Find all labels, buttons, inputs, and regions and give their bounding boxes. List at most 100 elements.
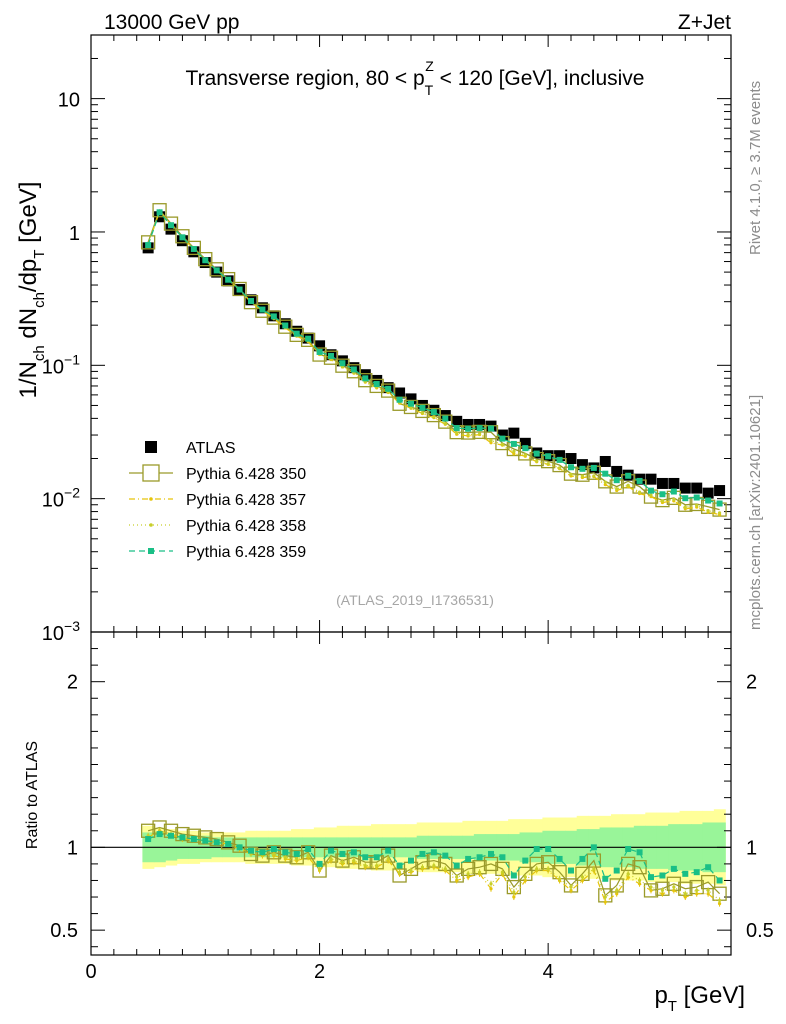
ratio-series-point bbox=[259, 849, 266, 856]
ratio-series-point bbox=[179, 834, 186, 841]
series-point bbox=[603, 483, 607, 487]
series-point bbox=[716, 500, 723, 507]
series-point bbox=[248, 297, 254, 304]
series-point bbox=[592, 474, 596, 478]
atlas-point bbox=[645, 473, 657, 485]
atlas-point bbox=[554, 450, 566, 462]
ratio-series-point bbox=[396, 862, 403, 869]
y-tick-label: 10 bbox=[58, 90, 80, 112]
series-line bbox=[147, 208, 720, 511]
ratio-series-point bbox=[363, 863, 367, 868]
series-point bbox=[432, 415, 436, 419]
series-point bbox=[579, 465, 586, 472]
series-point bbox=[557, 466, 562, 470]
ratio-series-point bbox=[270, 845, 277, 852]
series-point bbox=[225, 276, 232, 283]
ratio-tick-label-right: 2 bbox=[746, 672, 757, 694]
ratio-series-point bbox=[209, 831, 224, 847]
series-point bbox=[293, 330, 300, 337]
ratio-series-point bbox=[568, 867, 574, 874]
ratio-series-point bbox=[499, 854, 506, 861]
ratio-series-point bbox=[145, 836, 152, 843]
ratio-series-point bbox=[340, 860, 345, 864]
x-axis-label: pT [GeV] bbox=[654, 982, 745, 1015]
series-point bbox=[545, 453, 552, 460]
ylabel-sub: ch bbox=[31, 345, 48, 361]
legend: ATLAS Pythia 6.428 350 Pythia 6.428 357 Pyt… bbox=[129, 440, 306, 561]
atlas-point bbox=[405, 393, 417, 405]
series-point bbox=[373, 381, 380, 388]
ratio-frame bbox=[90, 631, 732, 956]
series-point bbox=[385, 385, 392, 392]
series-point bbox=[186, 240, 202, 256]
series-point bbox=[510, 440, 517, 447]
series-point bbox=[232, 281, 247, 297]
ratio-series-point bbox=[375, 863, 379, 868]
ratio-series-point bbox=[683, 892, 687, 896]
series-point bbox=[430, 409, 437, 416]
series-point bbox=[443, 422, 447, 426]
atlas-point bbox=[679, 482, 691, 494]
ratio-series-point bbox=[306, 854, 310, 858]
ratio-series-point bbox=[523, 875, 527, 879]
ratio-tick-label: 2 bbox=[67, 672, 78, 694]
ratio-series-point bbox=[615, 892, 619, 896]
x-tick-label: 0 bbox=[85, 961, 96, 983]
legend-marker bbox=[148, 548, 154, 554]
ratio-series-point bbox=[488, 850, 494, 857]
series-point bbox=[613, 477, 620, 484]
ratio-tick-label-right: 1 bbox=[746, 837, 757, 859]
series-point bbox=[140, 235, 156, 250]
ratio-series-point bbox=[329, 857, 333, 861]
atlas-point bbox=[359, 369, 371, 381]
ratio-series-point bbox=[580, 875, 585, 879]
legend-marker bbox=[149, 523, 153, 527]
ratio-series-point bbox=[626, 875, 630, 879]
ratio-series-point bbox=[430, 849, 437, 856]
ratio-series-point bbox=[636, 849, 643, 856]
series-point bbox=[198, 251, 213, 267]
ratio-series-point bbox=[626, 872, 630, 876]
legend-marker bbox=[142, 464, 160, 482]
ylabel-sub: ch bbox=[31, 292, 48, 308]
series-point bbox=[335, 358, 350, 373]
series-point bbox=[580, 474, 585, 478]
ratio-series-point bbox=[432, 863, 436, 868]
ratio-series-point bbox=[455, 878, 459, 883]
series-point bbox=[477, 432, 482, 436]
ratio-series-point bbox=[648, 874, 654, 881]
ratio-series-point bbox=[579, 855, 586, 862]
x-tick-label: 4 bbox=[543, 961, 554, 983]
ratio-series-point bbox=[385, 847, 392, 854]
series-point bbox=[637, 490, 642, 494]
xlabel-sub: T bbox=[668, 998, 677, 1015]
ratio-series-point bbox=[455, 875, 459, 879]
ratio-series-point bbox=[557, 877, 562, 881]
series-point bbox=[568, 464, 574, 471]
analysis-watermark: (ATLAS_2019_I1736531) bbox=[336, 592, 494, 608]
ratio-series-point bbox=[670, 865, 677, 872]
series-point bbox=[346, 364, 362, 379]
series-point bbox=[358, 373, 373, 388]
series-point bbox=[625, 472, 632, 479]
atlas-point bbox=[462, 418, 474, 430]
ratio-series-point bbox=[419, 850, 426, 857]
series-point bbox=[236, 286, 243, 293]
ratio-series-point bbox=[266, 845, 282, 860]
ratio-series-point bbox=[373, 854, 380, 861]
ratio-series-point bbox=[717, 898, 722, 902]
ratio-series-point bbox=[278, 848, 293, 863]
ratio-series-line bbox=[147, 830, 720, 901]
ratio-series-point bbox=[569, 885, 573, 889]
atlas-point bbox=[474, 418, 486, 430]
main-panel: 10 1 10−1 10−2 10−3 bbox=[42, 34, 732, 645]
series-point bbox=[682, 495, 689, 502]
legend-label: ATLAS bbox=[186, 440, 236, 457]
series-point bbox=[209, 262, 224, 277]
xlabel-part: p bbox=[654, 982, 667, 1009]
ratio-series-point bbox=[248, 847, 254, 854]
process-label: Z+Jet bbox=[678, 11, 731, 34]
series-line bbox=[147, 211, 720, 505]
ratio-series-point bbox=[603, 895, 607, 899]
ratio-series-point bbox=[569, 888, 573, 893]
